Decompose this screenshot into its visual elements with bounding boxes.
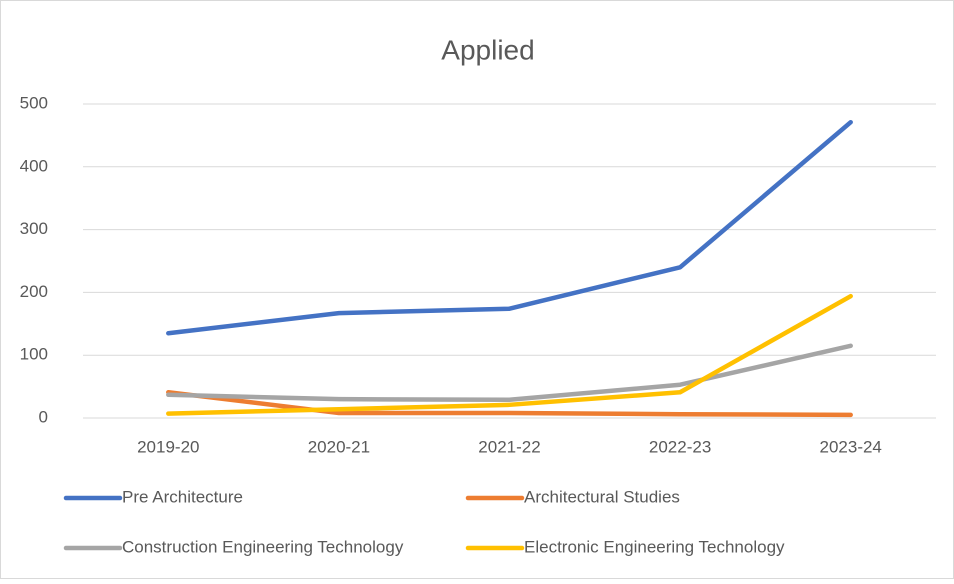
y-tick-label: 300 bbox=[20, 219, 48, 238]
series-line bbox=[166, 343, 853, 403]
x-tick-label: 2019-20 bbox=[137, 437, 199, 456]
legend-label: Architectural Studies bbox=[524, 487, 680, 506]
legend-label: Pre Architecture bbox=[122, 487, 243, 506]
x-tick-label: 2020-21 bbox=[308, 437, 370, 456]
legend-label: Electronic Engineering Technology bbox=[524, 537, 785, 556]
y-tick-label: 0 bbox=[39, 407, 48, 426]
series-line bbox=[166, 293, 853, 416]
x-tick-label: 2022-23 bbox=[649, 437, 711, 456]
y-tick-label: 400 bbox=[20, 156, 48, 175]
x-tick-label: 2023-24 bbox=[820, 437, 882, 456]
y-tick-label: 500 bbox=[20, 93, 48, 112]
legend-label: Construction Engineering Technology bbox=[122, 537, 404, 556]
chart-title: Applied bbox=[441, 34, 534, 65]
y-tick-label: 100 bbox=[20, 345, 48, 364]
series-line bbox=[166, 390, 853, 418]
y-tick-label: 200 bbox=[20, 282, 48, 301]
series-line bbox=[166, 119, 853, 336]
x-tick-label: 2021-22 bbox=[478, 437, 540, 456]
